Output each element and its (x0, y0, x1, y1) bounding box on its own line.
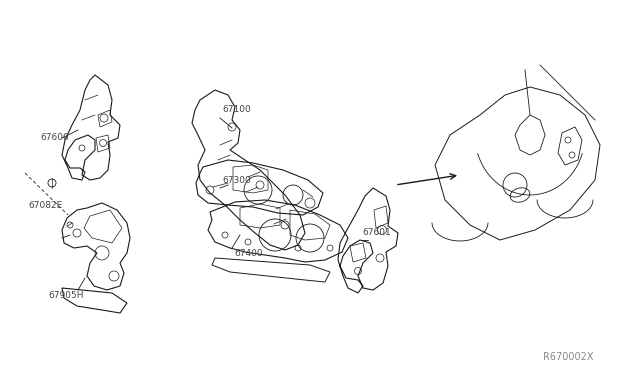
Text: 67601: 67601 (362, 228, 391, 237)
Text: 67082E: 67082E (28, 201, 62, 210)
Text: 67100: 67100 (222, 105, 251, 114)
Text: 67905H: 67905H (48, 291, 83, 300)
Text: R670002X: R670002X (543, 352, 593, 362)
Text: 67600: 67600 (40, 133, 68, 142)
Text: 67300: 67300 (222, 176, 251, 185)
Text: 67400: 67400 (234, 249, 262, 258)
